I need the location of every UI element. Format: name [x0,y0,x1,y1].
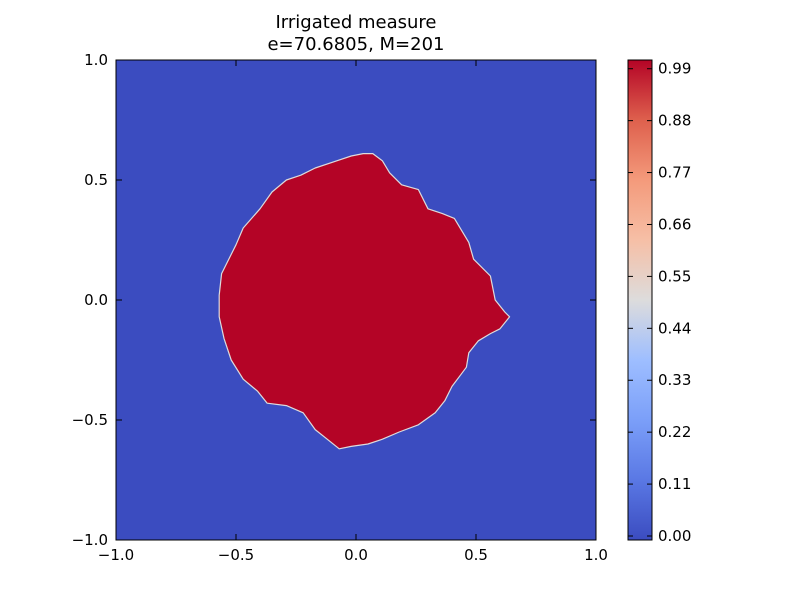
x-tick-label: −1.0 [98,546,134,564]
colorbar-tick-label: 0.22 [658,423,691,441]
colorbar-gradient [627,59,653,541]
x-tick-label: 0.0 [344,546,368,564]
x-tick-label: 1.0 [584,546,608,564]
colorbar-tick-label: 0.77 [658,164,691,182]
colorbar-tick-label: 0.99 [658,60,691,78]
irrigated-region [218,153,511,450]
y-tick-label: −0.5 [72,411,108,429]
y-tick-label: 1.0 [84,51,108,69]
x-tick-label: −0.5 [218,546,254,564]
colorbar-tick-label: 0.88 [658,112,691,130]
colorbar-tick-label: 0.66 [658,215,691,233]
y-tick-label: 0.5 [84,171,108,189]
colorbar-tick-label: 0.00 [658,527,691,545]
chart-subtitle: e=70.6805, M=201 [267,34,445,55]
x-axis: −1.0 −0.5 0.0 0.5 1.0 [98,60,608,564]
x-tick-label: 0.5 [464,546,488,564]
colorbar-tick-label: 0.55 [658,267,691,285]
colorbar-tick-label: 0.11 [658,475,691,493]
y-axis: 1.0 0.5 0.0 −0.5 −1.0 [72,51,596,549]
chart-title: Irrigated measure [275,12,437,33]
y-tick-label: 0.0 [84,291,108,309]
colorbar: 0.99 0.88 0.77 0.66 0.55 0.44 0.33 0.22 0.11 0.00 [627,59,691,545]
y-tick-label: −1.0 [72,531,108,549]
colorbar-ticks: 0.99 0.88 0.77 0.66 0.55 0.44 0.33 0.22 0.11 0.00 [628,60,691,545]
heatmap-plot-area [115,59,597,541]
colorbar-tick-label: 0.44 [658,319,691,337]
colorbar-tick-label: 0.33 [658,371,691,389]
